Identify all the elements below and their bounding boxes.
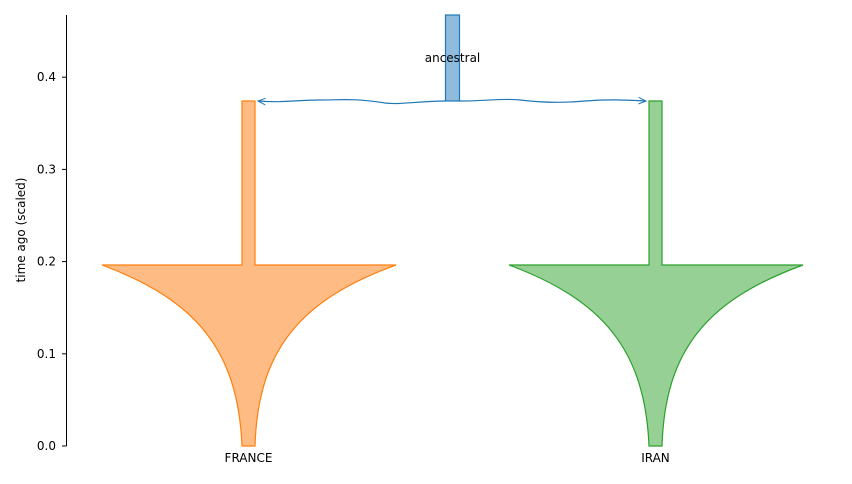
population-label-ancestral: ancestral: [425, 51, 481, 65]
ancestral-population-shape: [444, 14, 461, 102]
y-axis-label: time ago (scaled): [14, 178, 28, 283]
y-tick-label: 0.1: [37, 347, 56, 361]
iran-population-shape: [508, 100, 804, 447]
y-tick-label: 0.3: [37, 162, 56, 176]
population-label-iran: IRAN: [641, 451, 670, 465]
y-tick-label: 0.0: [37, 439, 56, 453]
y-ticks: 0.0 0.1 0.2 0.3 0.4: [37, 70, 67, 453]
split-arrow-to-france: [258, 100, 446, 104]
france-population-shape: [101, 100, 397, 447]
population-label-france: FRANCE: [225, 451, 273, 465]
y-tick-label: 0.2: [37, 255, 56, 269]
split-arrow-to-iran: [459, 99, 646, 102]
y-tick-label: 0.4: [37, 70, 56, 84]
